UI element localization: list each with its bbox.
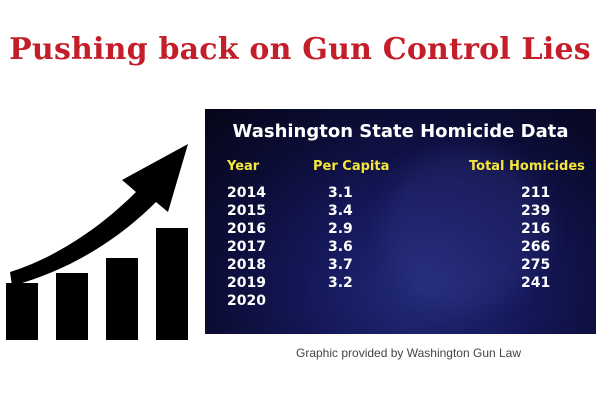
panel-background-texture xyxy=(385,149,545,309)
cell-per-capita: 3.2 xyxy=(328,275,353,291)
cell-per-capita: 2.9 xyxy=(328,221,353,237)
table-row: 2018 3.7 275 xyxy=(205,257,596,275)
column-header-year: Year xyxy=(227,159,260,174)
growth-bar-2 xyxy=(56,273,88,340)
column-header-total-homicides: Total Homicides xyxy=(469,159,585,174)
cell-year: 2015 xyxy=(227,203,266,219)
cell-total-homicides: 216 xyxy=(521,221,551,237)
homicide-data-panel: Washington State Homicide Data Year Per … xyxy=(205,109,596,334)
growth-bar-1 xyxy=(6,283,38,340)
cell-year: 2020 xyxy=(227,293,266,309)
table-row: 2014 3.1 211 xyxy=(205,185,596,203)
cell-year: 2016 xyxy=(227,221,266,237)
growth-chart-arrow-icon xyxy=(6,144,188,340)
image-credit: Graphic provided by Washington Gun Law xyxy=(296,346,522,360)
cell-per-capita: 3.1 xyxy=(328,185,353,201)
cell-year: 2018 xyxy=(227,257,266,273)
cell-year: 2017 xyxy=(227,239,266,255)
growth-arrow xyxy=(10,144,188,286)
table-row: 2016 2.9 216 xyxy=(205,221,596,239)
cell-per-capita: 3.4 xyxy=(328,203,353,219)
table-row: 2019 3.2 241 xyxy=(205,275,596,293)
table-row: 2015 3.4 239 xyxy=(205,203,596,221)
growth-bar-3 xyxy=(106,258,138,340)
column-header-per-capita: Per Capita xyxy=(313,159,390,174)
cell-total-homicides: 275 xyxy=(521,257,551,273)
cell-total-homicides: 266 xyxy=(521,239,551,255)
cell-total-homicides: 211 xyxy=(521,185,551,201)
cell-year: 2014 xyxy=(227,185,266,201)
cell-per-capita: 3.7 xyxy=(328,257,353,273)
cell-total-homicides: 239 xyxy=(521,203,551,219)
table-row: 2017 3.6 266 xyxy=(205,239,596,257)
cell-year: 2019 xyxy=(227,275,266,291)
table-body: 2014 3.1 211 2015 3.4 239 2016 2.9 216 2… xyxy=(205,185,596,311)
growth-bar-4 xyxy=(156,228,188,340)
table-row: 2020 xyxy=(205,293,596,311)
table-title: Washington State Homicide Data xyxy=(232,121,569,142)
headline: Pushing back on Gun Control Lies xyxy=(9,32,591,67)
cell-total-homicides: 241 xyxy=(521,275,551,291)
cell-per-capita: 3.6 xyxy=(328,239,353,255)
